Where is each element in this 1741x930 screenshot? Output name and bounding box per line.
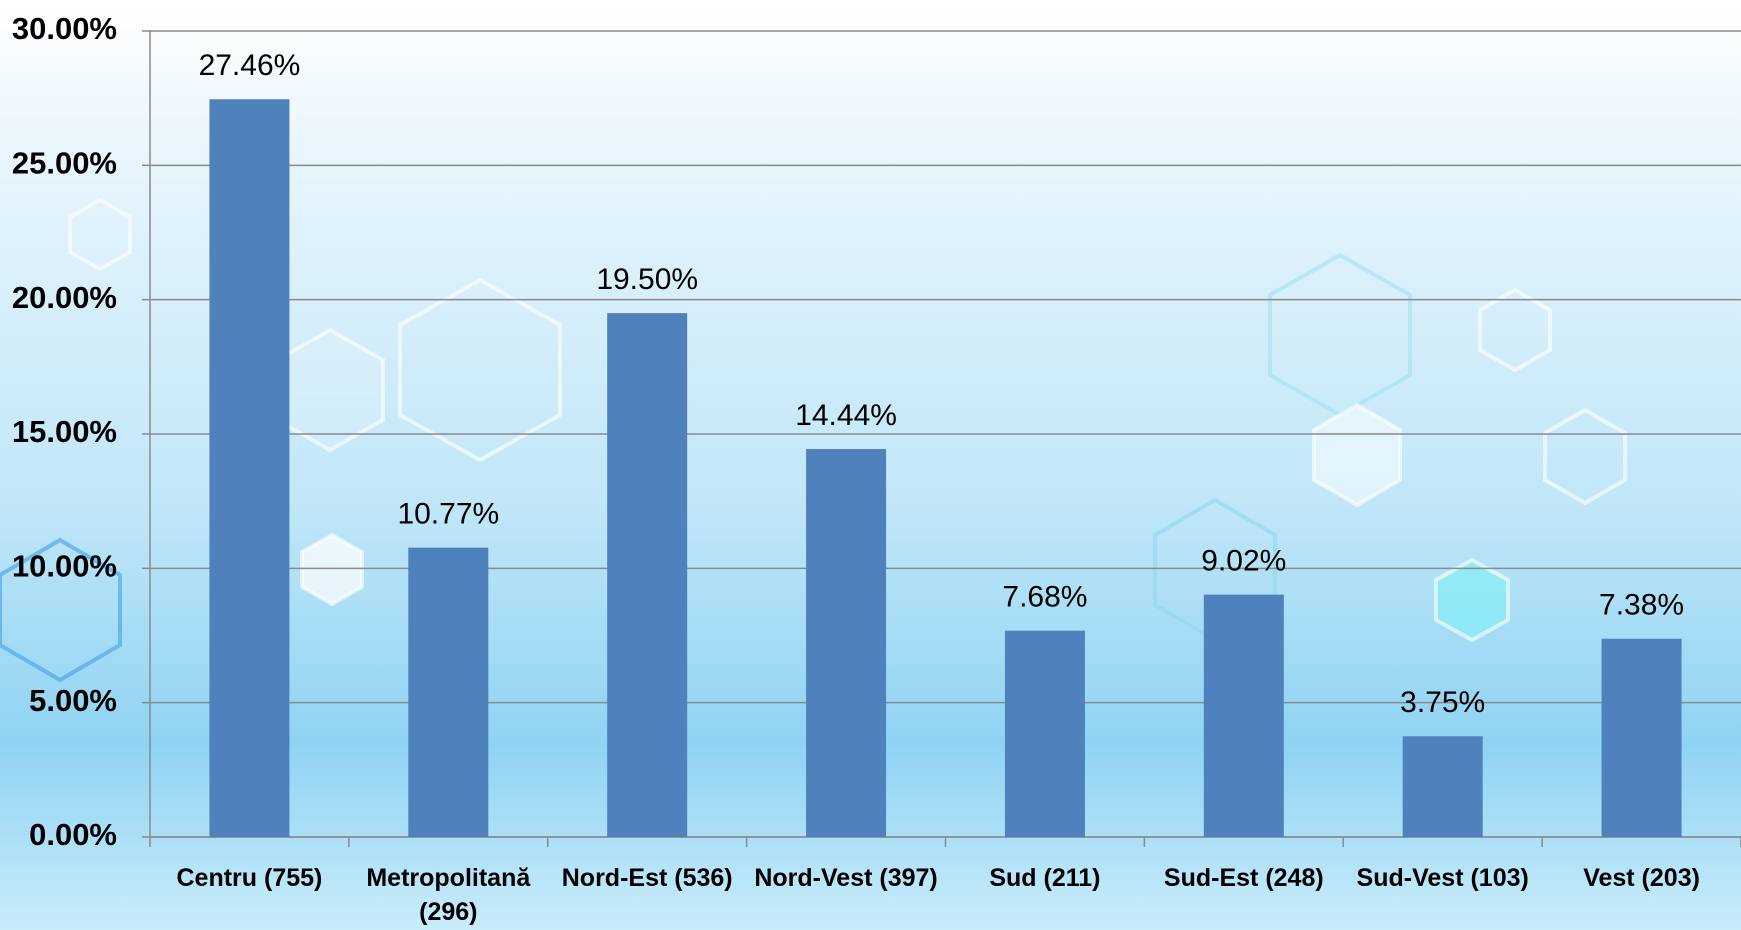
- value-label: 7.38%: [1599, 589, 1684, 622]
- y-tick-label: 5.00%: [29, 683, 117, 718]
- x-tick-label: Nord-Vest (397): [748, 861, 944, 895]
- y-tick-label: 20.00%: [12, 280, 117, 315]
- bar: [1403, 736, 1483, 837]
- x-tick-label: Sud (211): [947, 861, 1143, 895]
- x-tick-label: Metropolitană (296): [350, 861, 546, 929]
- chart: 0.00% 5.00% 10.00% 15.00% 20.00% 25.00% 30.00%…: [0, 0, 1741, 930]
- y-tick-label: 25.00%: [12, 146, 117, 181]
- chart-container: 0.00% 5.00% 10.00% 15.00% 20.00% 25.00% 30.00%…: [0, 0, 1741, 930]
- bar: [408, 548, 488, 837]
- value-label: 27.46%: [199, 49, 301, 82]
- y-tick-label: 0.00%: [29, 817, 117, 852]
- value-label: 10.77%: [397, 498, 499, 531]
- x-tick-label: Sud-Est (248): [1146, 861, 1342, 895]
- bar: [209, 99, 289, 837]
- x-tick-label: Vest (203): [1544, 861, 1740, 895]
- bar: [806, 449, 886, 837]
- bar: [1005, 631, 1085, 837]
- y-tick-label: 10.00%: [12, 549, 117, 584]
- x-tick-label: Sud-Vest (103): [1345, 861, 1541, 895]
- bar: [1204, 595, 1284, 837]
- value-label: 7.68%: [1002, 581, 1087, 614]
- bar: [607, 313, 687, 837]
- value-label: 9.02%: [1201, 545, 1286, 578]
- x-tick-label: Nord-Est (536): [549, 861, 745, 895]
- y-tick-label: 30.00%: [12, 11, 117, 46]
- value-label: 3.75%: [1400, 686, 1485, 719]
- value-label: 19.50%: [596, 263, 698, 296]
- y-tick-label: 15.00%: [12, 414, 117, 449]
- bar: [1602, 639, 1682, 837]
- value-label: 14.44%: [795, 399, 897, 432]
- x-tick-label: Centru (755): [151, 861, 347, 895]
